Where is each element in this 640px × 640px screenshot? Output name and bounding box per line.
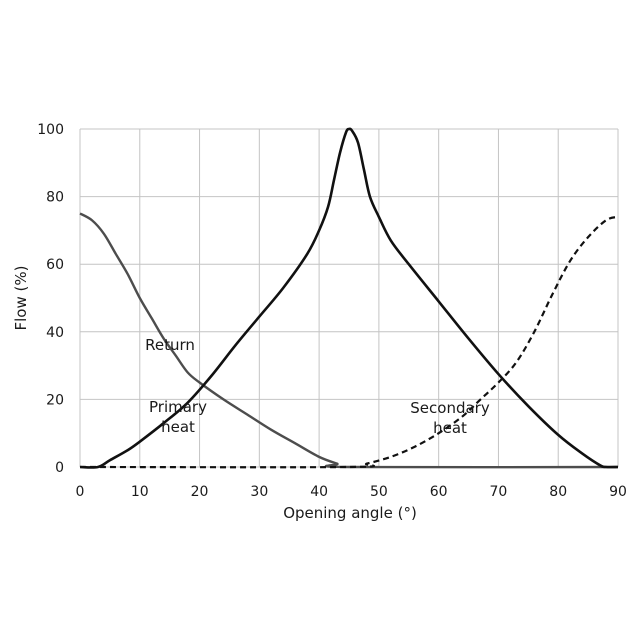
grid xyxy=(79,128,619,468)
x-tick-label: 10 xyxy=(131,484,149,500)
y-tick-label: 100 xyxy=(37,122,64,138)
annotation-return: Return xyxy=(145,336,195,354)
x-tick-label: 20 xyxy=(191,484,209,500)
x-tick-label: 30 xyxy=(250,484,268,500)
annotations: Return Primary heat Secondary heat xyxy=(145,336,490,437)
y-tick-label: 40 xyxy=(46,325,64,341)
y-axis-title: Flow (%) xyxy=(12,266,30,331)
y-tick-label: 0 xyxy=(55,460,64,476)
annotation-primary-heat: Primary heat xyxy=(149,398,207,436)
y-tick-label: 20 xyxy=(46,392,64,408)
y-tick-label: 60 xyxy=(46,257,64,273)
tick-labels: 0 10 20 30 40 50 60 70 80 90 0 20 40 60 80 100 xyxy=(37,122,627,500)
y-tick-label: 80 xyxy=(46,190,64,206)
x-axis-title: Opening angle (°) xyxy=(283,504,417,522)
x-tick-label: 0 xyxy=(76,484,85,500)
x-tick-label: 80 xyxy=(549,484,567,500)
x-tick-label: 70 xyxy=(490,484,508,500)
primary-heat-line xyxy=(79,127,619,469)
series-group xyxy=(79,127,619,469)
x-tick-label: 50 xyxy=(370,484,388,500)
x-tick-label: 40 xyxy=(310,484,328,500)
annotation-secondary-heat: Secondary heat xyxy=(410,399,490,437)
return-line xyxy=(79,212,619,469)
secondary-heat-line xyxy=(79,215,619,469)
x-tick-label: 60 xyxy=(430,484,448,500)
x-tick-label: 90 xyxy=(609,484,627,500)
